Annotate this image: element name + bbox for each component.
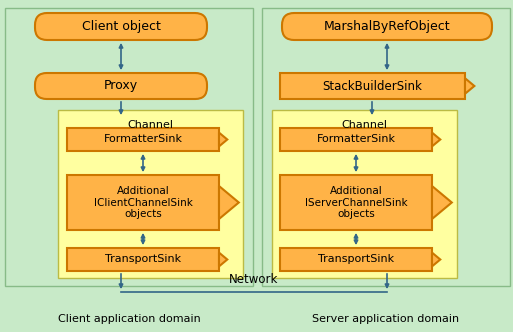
Text: Additional
IServerChannelSink
objects: Additional IServerChannelSink objects — [305, 186, 407, 219]
Text: Proxy: Proxy — [104, 79, 138, 93]
Bar — [280, 175, 432, 230]
Polygon shape — [432, 186, 452, 219]
Text: Channel: Channel — [341, 120, 387, 130]
Bar — [280, 73, 465, 99]
Text: FormatterSink: FormatterSink — [104, 134, 183, 144]
Polygon shape — [465, 78, 475, 94]
Text: TransportSink: TransportSink — [318, 255, 394, 265]
Bar — [262, 8, 510, 286]
FancyBboxPatch shape — [35, 73, 207, 99]
Bar — [67, 175, 219, 230]
Text: FormatterSink: FormatterSink — [317, 134, 396, 144]
Bar — [67, 128, 219, 151]
Bar — [272, 110, 457, 278]
Bar — [58, 110, 243, 278]
Text: TransportSink: TransportSink — [105, 255, 181, 265]
Polygon shape — [432, 132, 440, 146]
Bar — [67, 248, 219, 271]
Text: Channel: Channel — [127, 120, 173, 130]
Text: Client application domain: Client application domain — [57, 314, 201, 324]
Text: Additional
IClientChannelSink
objects: Additional IClientChannelSink objects — [93, 186, 192, 219]
FancyBboxPatch shape — [35, 13, 207, 40]
Text: StackBuilderSink: StackBuilderSink — [323, 79, 422, 93]
Polygon shape — [219, 186, 239, 219]
Bar — [280, 128, 432, 151]
Text: Server application domain: Server application domain — [312, 314, 460, 324]
FancyBboxPatch shape — [282, 13, 492, 40]
Bar — [5, 8, 253, 286]
Polygon shape — [219, 132, 227, 146]
Text: Client object: Client object — [82, 20, 161, 33]
Polygon shape — [432, 253, 440, 266]
Polygon shape — [219, 253, 227, 266]
Text: Network: Network — [229, 273, 279, 286]
Bar — [280, 248, 432, 271]
Text: MarshalByRefObject: MarshalByRefObject — [324, 20, 450, 33]
